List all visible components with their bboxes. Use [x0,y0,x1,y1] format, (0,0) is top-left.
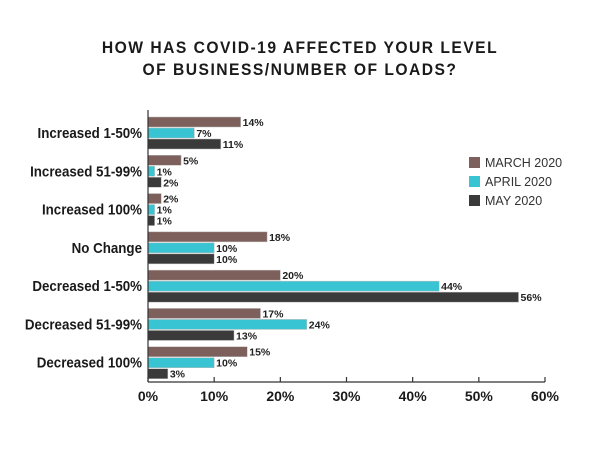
x-tick-label-30: 30% [332,388,361,404]
legend-label-may: MAY 2020 [485,193,543,208]
data-label-may-2020-decreased-100: 3% [170,369,186,381]
data-label-april-2020-decreased-51-99: 24% [309,319,331,331]
x-tick-label-60: 60% [531,388,560,404]
bar-april-2020-decreased-1-50 [147,280,440,292]
bar-april-2020-increased-1-50 [147,127,195,139]
chart-title: HOW HAS COVID-19 AFFECTED YOUR LEVEL OF … [24,37,576,81]
chart-title-line-2: OF BUSINESS/NUMBER OF LOADS? [142,60,458,79]
data-label-may-2020-no-change: 10% [216,254,238,266]
bar-march-2020-decreased-100 [147,346,248,357]
data-label-march-2020-no-change: 18% [269,232,291,244]
x-tick-label-0: 0% [138,388,159,404]
x-tick-label-20: 20% [266,388,295,404]
bar-may-2020-no-change [147,253,215,265]
data-label-march-2020-decreased-51-99: 17% [262,308,284,320]
data-label-april-2020-no-change: 10% [216,243,238,255]
bar-april-2020-no-change [147,242,215,254]
legend-item-april: APRIL 2020 [469,172,562,191]
bar-march-2020-decreased-1-50 [147,269,281,281]
data-label-april-2020-increased-1-50: 7% [196,128,212,140]
data-label-march-2020-decreased-1-50: 20% [282,270,304,282]
bar-march-2020-increased-51-99 [147,155,182,166]
bar-april-2020-increased-51-99 [147,166,155,177]
bar-may-2020-increased-1-50 [147,138,222,150]
x-tick-label-50: 50% [465,388,494,404]
data-label-may-2020-increased-100: 1% [157,216,173,228]
category-label-increased-51-99: Increased 51-99% [30,163,142,180]
category-label-decreased-51-99: Decreased 51-99% [25,316,143,333]
data-label-may-2020-increased-1-50: 11% [223,139,244,151]
data-label-march-2020-increased-1-50: 14% [243,117,265,129]
bar-march-2020-no-change [147,231,268,243]
bar-may-2020-decreased-1-50 [147,291,519,303]
bar-march-2020-increased-1-50 [147,116,241,128]
bar-may-2020-increased-100 [147,215,155,226]
data-label-may-2020-increased-51-99: 2% [163,177,179,189]
legend-item-march: MARCH 2020 [469,153,562,172]
data-label-may-2020-decreased-1-50: 56% [521,292,543,304]
x-tick-label-40: 40% [399,388,428,404]
x-tick-label-10: 10% [200,388,229,404]
data-label-april-2020-decreased-1-50: 44% [441,281,463,293]
legend: MARCH 2020 APRIL 2020 MAY 2020 [469,153,562,210]
category-label-increased-100: Increased 100% [42,201,143,218]
legend-swatch-may [469,195,480,206]
legend-swatch-april [469,176,480,187]
data-label-may-2020-decreased-51-99: 13% [236,330,258,342]
legend-label-march: MARCH 2020 [485,155,563,170]
bar-may-2020-increased-51-99 [147,177,162,188]
data-label-march-2020-decreased-100: 15% [249,347,271,359]
bar-march-2020-decreased-51-99 [147,308,261,319]
bar-april-2020-increased-100 [147,204,155,215]
category-label-no-change: No Change [72,239,143,256]
bar-april-2020-decreased-51-99 [147,319,308,330]
data-label-march-2020-increased-51-99: 5% [183,155,199,167]
data-label-march-2020-increased-100: 2% [163,194,179,206]
data-label-april-2020-increased-100: 1% [157,205,173,217]
bar-march-2020-increased-100 [147,193,162,204]
category-label-increased-1-50: Increased 1-50% [38,124,143,141]
data-label-april-2020-decreased-100: 10% [216,358,238,370]
chart-title-line-1: HOW HAS COVID-19 AFFECTED YOUR LEVEL [101,38,499,57]
data-label-april-2020-increased-51-99: 1% [157,166,173,178]
bar-may-2020-decreased-51-99 [147,330,235,341]
legend-label-april: APRIL 2020 [485,174,552,189]
bar-april-2020-decreased-100 [147,357,215,368]
category-label-decreased-1-50: Decreased 1-50% [32,278,142,295]
category-label-decreased-100: Decreased 100% [37,354,143,371]
bar-may-2020-decreased-100 [147,368,169,379]
legend-item-may: MAY 2020 [469,191,562,210]
legend-swatch-march [469,157,480,168]
